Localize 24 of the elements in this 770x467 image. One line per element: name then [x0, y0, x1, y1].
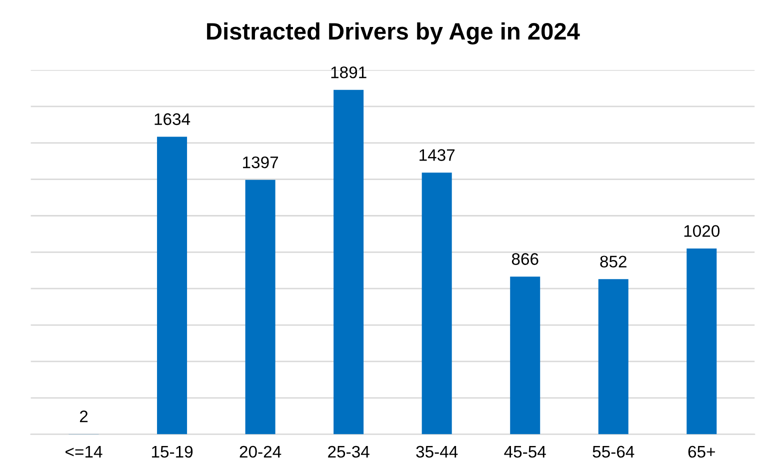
- data-label: 852: [600, 256, 626, 268]
- data-label: 1020: [684, 225, 720, 237]
- x-tick-label: <=14: [66, 446, 102, 458]
- bar: [422, 172, 452, 434]
- data-label: 1634: [154, 113, 190, 126]
- x-tick-label: 45-54: [504, 446, 546, 458]
- x-tick-label: 55-64: [592, 446, 634, 458]
- bar: [686, 248, 717, 434]
- data-label: 866: [512, 253, 538, 265]
- bar: [598, 279, 628, 434]
- data-label: 2: [80, 410, 88, 422]
- bar: [334, 90, 364, 434]
- data-label: 1397: [243, 156, 278, 168]
- data-label: 1437: [420, 149, 455, 161]
- data-label: 1891: [331, 66, 366, 78]
- x-tick-label: 15-19: [152, 446, 193, 458]
- x-tick-label: 65+: [688, 446, 715, 458]
- bar: [157, 136, 188, 434]
- x-tick-label: 25-34: [328, 446, 370, 458]
- chart-title: Distracted Drivers by Age in 2024: [207, 22, 580, 44]
- x-tick-label: 20-24: [240, 446, 282, 458]
- bar: [245, 180, 276, 434]
- bar: [510, 276, 540, 434]
- x-tick-label: 35-44: [416, 446, 458, 458]
